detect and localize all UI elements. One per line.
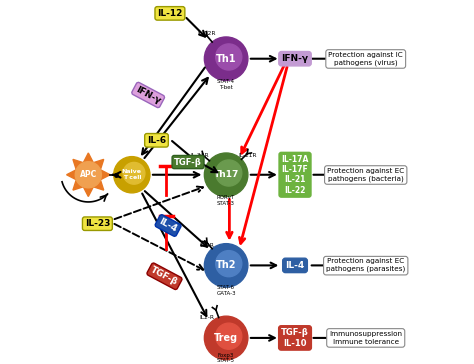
Text: Th2: Th2 [216,260,237,270]
Text: IFN-γ: IFN-γ [282,54,309,63]
Text: IL-6: IL-6 [147,136,166,145]
Text: IL-4: IL-4 [285,261,305,270]
Text: APC: APC [80,170,97,179]
Circle shape [204,37,248,80]
Text: IL-17A
IL-17F
IL-21
IL-22: IL-17A IL-17F IL-21 IL-22 [282,155,309,195]
Text: Immunosuppression
Immune tolerance: Immunosuppression Immune tolerance [329,331,402,345]
Text: IL2-R: IL2-R [200,315,215,320]
Circle shape [204,153,248,197]
Text: Protection against IC
pathogens (virus): Protection against IC pathogens (virus) [328,52,403,66]
Circle shape [216,323,242,349]
Circle shape [114,157,150,193]
Text: TGF-β
IL-10: TGF-β IL-10 [281,328,309,348]
Text: IL-23: IL-23 [85,219,110,228]
Text: IL-4R: IL-4R [200,242,215,248]
Circle shape [204,316,248,360]
Text: IL-12R: IL-12R [197,31,215,36]
Text: STAT-6
GATA-3: STAT-6 GATA-3 [216,285,236,296]
Text: STAT-4
T-bet: STAT-4 T-bet [217,79,235,90]
Circle shape [216,160,242,186]
Text: Treg: Treg [214,333,238,343]
Text: IL-12: IL-12 [157,9,182,18]
Circle shape [204,244,248,287]
Text: IL-23R: IL-23R [191,153,210,158]
Circle shape [216,250,242,277]
Text: RORγT
STAT-3: RORγT STAT-3 [217,195,235,206]
Circle shape [216,44,242,70]
Text: IL-4: IL-4 [157,217,179,234]
Polygon shape [66,153,110,197]
Text: Th1: Th1 [216,54,237,64]
Circle shape [75,162,101,188]
Text: Protection against EC
pathogens (parasites): Protection against EC pathogens (parasit… [326,258,405,272]
Text: Th17: Th17 [213,170,239,179]
Text: IFN-γ: IFN-γ [134,85,162,105]
Text: Naive
T cell: Naive T cell [122,169,142,180]
Text: TGF-β: TGF-β [149,265,180,287]
Text: Protection against EC
pathogens (bacteria): Protection against EC pathogens (bacteri… [327,168,404,182]
Text: TGF-β: TGF-β [174,158,202,167]
Text: Foxp3
STAT-5: Foxp3 STAT-5 [217,352,235,363]
Circle shape [123,162,145,184]
Text: IL-21R: IL-21R [238,153,256,158]
